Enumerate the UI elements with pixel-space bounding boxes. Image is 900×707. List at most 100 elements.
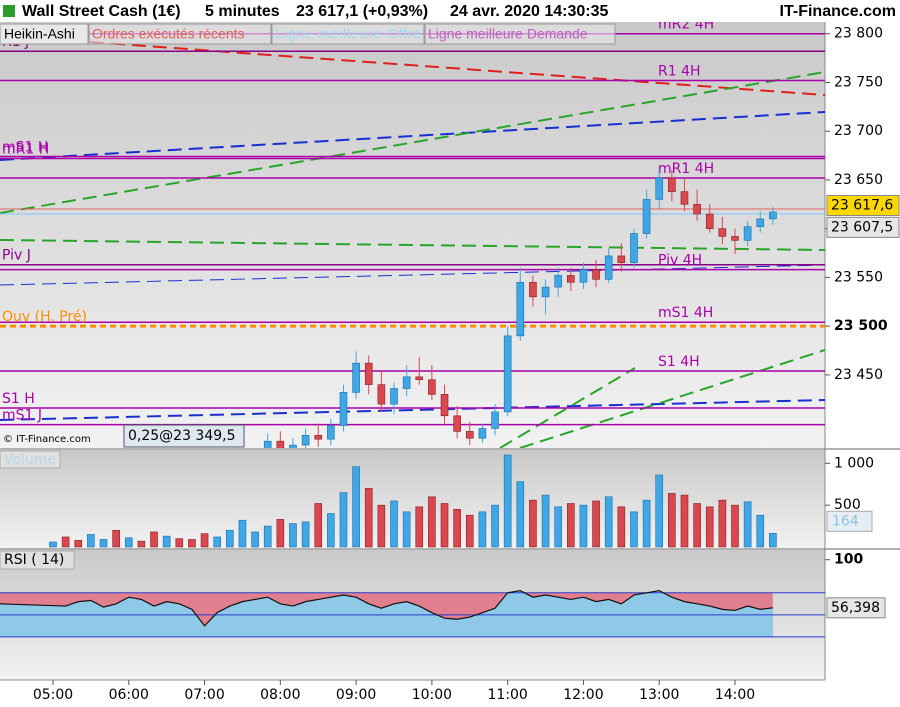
volume-bar [339, 492, 348, 548]
x-tick-label: 11:00 [487, 687, 527, 703]
volume-bar [263, 525, 272, 548]
y-tick-label: 23 550 [834, 269, 883, 285]
candle-body [668, 177, 676, 192]
tab[interactable] [424, 23, 616, 45]
volume-bar [579, 504, 588, 548]
tab[interactable] [271, 23, 425, 45]
candle-body [516, 281, 525, 337]
tab-label[interactable]: Ordres exécutés récents [92, 26, 245, 42]
volume-bar [352, 466, 360, 548]
trendline [89, 41, 825, 96]
price-tag [826, 216, 900, 238]
volume-bar [567, 503, 575, 548]
level-label: mS1 J [2, 408, 42, 424]
volume-bar [731, 504, 739, 548]
candle-body [465, 431, 474, 439]
level-label: Piv J [2, 248, 31, 264]
candle-body [604, 255, 613, 280]
volume-bar [99, 539, 108, 548]
y-tick-label: 23 800 [834, 26, 883, 42]
volume-bar [503, 454, 512, 548]
trendlines [0, 41, 825, 448]
y-tick-label: 100 [834, 552, 863, 568]
candle-body [655, 177, 664, 200]
volume-bar [226, 529, 234, 548]
volume-bar [124, 537, 133, 548]
candle-body [491, 411, 499, 429]
volume-bar [377, 504, 386, 548]
volume-bar [251, 531, 259, 548]
x-tick-label: 14:00 [715, 687, 755, 703]
order-box[interactable] [123, 424, 245, 448]
volume-bar [213, 536, 221, 548]
volume-bar [642, 499, 651, 548]
candle-body [756, 218, 765, 228]
level-label: mS1 4H [658, 305, 713, 321]
candle-body [630, 233, 638, 264]
trendline [0, 71, 825, 214]
order-label[interactable]: 0,25@23 349,5 [128, 428, 236, 444]
volume-bar [491, 504, 499, 548]
candle-body [390, 388, 398, 405]
volume-bar [87, 534, 95, 548]
candle-body [377, 384, 386, 405]
value-tag-label: 164 [832, 513, 859, 529]
volume-bar [289, 523, 297, 548]
tab[interactable] [0, 23, 89, 45]
rsi-area [0, 590, 773, 637]
volume-bar [74, 540, 83, 548]
volume-bar [529, 499, 537, 548]
x-tick-label: 13:00 [639, 687, 679, 703]
tab-label[interactable]: Heikin-Ashi [4, 26, 75, 42]
candle-body [327, 425, 335, 440]
volume-bar [655, 474, 664, 548]
tab[interactable] [88, 23, 272, 45]
level-label: S1 H [2, 391, 35, 407]
x-tick-label: 08:00 [260, 687, 300, 703]
volume-bar [188, 539, 196, 548]
volume-bar [718, 499, 727, 548]
volume-bar [364, 488, 373, 548]
tab-label[interactable]: Ligne meilleure Demande [428, 26, 588, 42]
volume-bar [150, 531, 158, 548]
volume-bar [756, 514, 765, 548]
volume-bar [162, 535, 171, 548]
volume-bar [554, 506, 562, 548]
x-tick-label: 09:00 [336, 687, 376, 703]
volume-bar [516, 481, 525, 548]
volume-bar [61, 536, 70, 548]
volume-bar [453, 509, 461, 548]
quote: 23 617,1 (+0,93%) [296, 3, 428, 20]
volume-bar [276, 519, 285, 548]
price-tag-label: 23 617,6 [831, 197, 893, 213]
candle-body [453, 415, 461, 432]
candle-body [541, 286, 550, 298]
interval: 5 minutes [205, 3, 280, 20]
tab-label[interactable]: Ligne meilleure Offre [275, 26, 421, 42]
level-label: mR2 4H [658, 17, 714, 33]
volume-bar [112, 529, 120, 548]
trendline [0, 111, 825, 161]
volume-bar [137, 540, 146, 548]
volume-bar [604, 496, 613, 548]
trendline [499, 367, 636, 448]
candle-body [579, 269, 588, 283]
volume-plot [49, 454, 777, 548]
status-icon [3, 5, 15, 17]
candle-body [276, 440, 285, 448]
candle-body [693, 203, 701, 215]
candle-body [364, 362, 373, 385]
candle-body [289, 444, 297, 448]
volume-bar [617, 506, 626, 548]
candle-body [592, 269, 600, 280]
watermark: © IT-Finance.com [3, 434, 91, 445]
trendline [0, 399, 825, 421]
site: IT-Finance.com [780, 3, 896, 20]
candle-body [263, 440, 272, 448]
trendline [0, 264, 825, 286]
volume-bar [314, 503, 323, 548]
datetime: 24 avr. 2020 14:30:35 [450, 3, 608, 20]
volume-panel [0, 450, 825, 548]
volume-bar [402, 511, 411, 548]
